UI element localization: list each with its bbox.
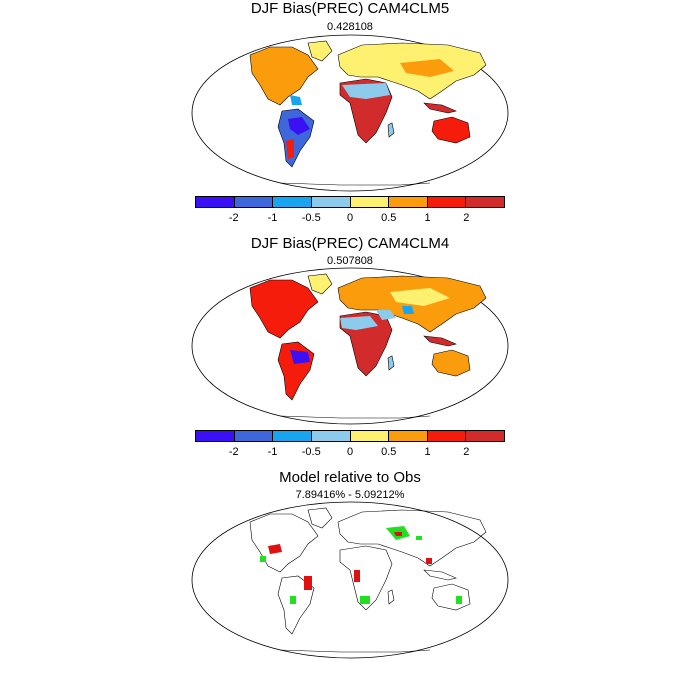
colorbar-tick-label: -0.5 [301, 446, 321, 458]
colorbar-swatch [273, 197, 312, 207]
colorbar-1-labels: -2 -1 -0.5 0 0.5 1 2 [195, 212, 505, 226]
colorbar-tick-label: 0.5 [381, 212, 397, 224]
continent-greenland [307, 507, 333, 529]
continent-northamerica [249, 513, 319, 573]
bias-region [354, 570, 360, 582]
bias-region [394, 532, 402, 536]
continent-africa [339, 545, 393, 611]
continent-northamerica [249, 279, 319, 339]
bias-region [288, 117, 310, 135]
continent-indonesia [423, 569, 457, 581]
colorbar-swatch [196, 431, 235, 441]
colorbar-swatch [196, 197, 235, 207]
continent-greenland [307, 273, 333, 295]
continent-madagascar [387, 122, 395, 138]
bias-region [290, 350, 310, 364]
bias-region [426, 558, 432, 564]
colorbar-tick-label: 2 [463, 212, 470, 224]
colorbar-tick-label: -2 [228, 446, 239, 458]
bias-map-clm5 [191, 34, 509, 192]
bias-region [260, 556, 266, 562]
bias-region [400, 59, 454, 77]
bias-region [290, 95, 302, 105]
colorbar-swatch [389, 197, 428, 207]
continent-australia [431, 116, 471, 144]
colorbar-tick-label: 0.5 [381, 446, 397, 458]
continent-madagascar [387, 589, 395, 605]
colorbar-swatch [427, 197, 467, 207]
continent-indonesia [423, 102, 457, 114]
bias-region [402, 306, 414, 314]
bias-region [290, 596, 296, 604]
continent-antarctica [279, 415, 431, 419]
colorbar-tick-label: -2 [228, 212, 239, 224]
colorbar-tick-label: 0 [346, 446, 354, 458]
colorbar-tick-label: -1 [267, 212, 278, 224]
bias-region [416, 536, 422, 540]
colorbar-swatch [350, 197, 390, 207]
bias-region [340, 316, 378, 330]
continent-madagascar [387, 355, 395, 371]
continent-indonesia [423, 335, 457, 347]
bias-region [286, 139, 294, 159]
colorbar-2-labels: -2 -1 -0.5 0 0.5 1 2 [195, 446, 505, 460]
colorbar-tick-label: 1 [424, 212, 431, 224]
colorbar-tick-label: 0 [346, 212, 354, 224]
bias-region [304, 576, 312, 590]
colorbar-swatch [427, 431, 467, 441]
colorbar-swatch [466, 197, 504, 207]
bias-region [390, 288, 450, 306]
continent-antarctica [279, 182, 431, 186]
continent-northamerica [249, 46, 319, 106]
colorbar-swatch [311, 431, 351, 441]
bias-region [268, 544, 282, 554]
colorbar-1 [195, 196, 505, 208]
panel-3-title: Model relative to Obs [279, 469, 421, 486]
relative-map [191, 501, 509, 659]
bias-region [342, 83, 390, 99]
colorbar-swatch [311, 197, 351, 207]
continent-antarctica [279, 649, 431, 653]
panel-2-subtitle: 0.507808 [327, 255, 373, 267]
panel-2-title: DJF Bias(PREC) CAM4CLM4 [250, 235, 450, 252]
colorbar-swatch [234, 431, 274, 441]
bias-region [456, 596, 462, 604]
continent-australia [431, 349, 471, 377]
colorbar-swatch [234, 197, 274, 207]
map-frame [191, 501, 509, 659]
panel-3-subtitle: 7.89416% - 5.09212% [295, 489, 405, 501]
continent-eurasia [337, 509, 487, 567]
colorbar-swatch [389, 431, 428, 441]
colorbar-tick-label: -0.5 [301, 212, 321, 224]
bias-map-clm4 [191, 267, 509, 425]
colorbar-tick-label: -1 [267, 446, 278, 458]
bias-region [360, 596, 370, 604]
panel-1-title: DJF Bias(PREC) CAM4CLM5 [250, 0, 450, 17]
bias-region [376, 310, 396, 320]
colorbar-swatch [466, 431, 504, 441]
continent-australia [431, 583, 471, 611]
panel-1-subtitle: 0.428108 [327, 21, 373, 33]
colorbar-2 [195, 430, 505, 442]
colorbar-swatch [350, 431, 390, 441]
colorbar-tick-label: 2 [463, 446, 470, 458]
colorbar-swatch [273, 431, 312, 441]
continent-greenland [307, 40, 333, 62]
colorbar-tick-label: 1 [424, 446, 431, 458]
